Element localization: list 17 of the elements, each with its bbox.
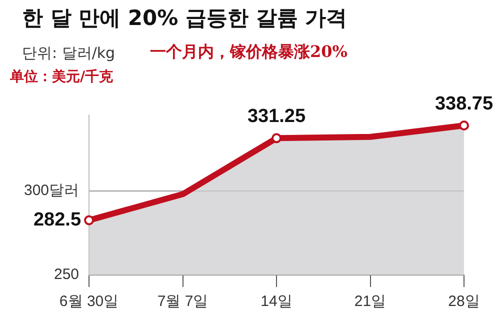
data-label: 331.25 [247, 106, 306, 127]
chart-title: 한 달 만에 20% 급등한 갈륨 가격 [22, 5, 348, 32]
data-label: 338.75 [434, 93, 494, 114]
x-tick-label: 14일 [260, 293, 292, 310]
data-label: 282.5 [33, 210, 82, 230]
y-tick-label: 250 [54, 266, 80, 284]
x-tick-label: 21일 [354, 293, 386, 310]
x-tick-label: 7월 7일 [157, 293, 208, 310]
point [272, 133, 282, 144]
point [459, 120, 469, 131]
point [84, 215, 94, 226]
y-tick-label: 300달러 [24, 182, 80, 199]
x-tick-label: 28일 [448, 293, 480, 310]
text: 一个月内，镓价格暴涨20% [150, 42, 348, 63]
x-tick-label: 6월 30일 [59, 293, 119, 310]
chart-subtitle: 단위: 달러/kg [22, 44, 116, 63]
text: 单位：美元/千克 [10, 68, 114, 86]
